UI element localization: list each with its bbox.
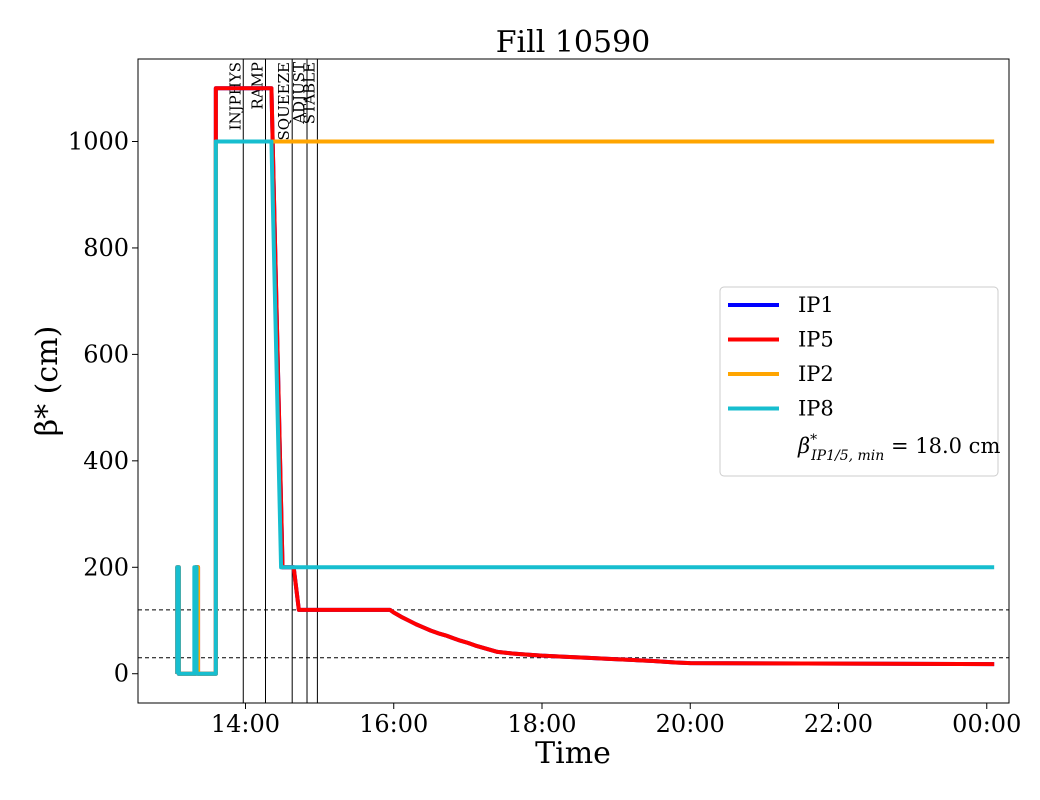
x-axis-label: Time <box>535 736 611 771</box>
x-tick-label: 00:00 <box>952 710 1021 738</box>
y-axis: 0 200 400 600 800 1000 <box>68 127 138 688</box>
x-tick-label: 22:00 <box>804 710 873 738</box>
x-tick-label: 18:00 <box>507 710 576 738</box>
y-tick-label: 200 <box>83 553 129 581</box>
y-tick-label: 600 <box>83 340 129 368</box>
phase-label-stable: STABLE <box>300 62 318 124</box>
legend: IP1 IP5 IP2 IP8 β* IP1/5, min = 18.0 cm <box>719 286 1000 477</box>
legend-label-ip1: IP1 <box>798 293 834 317</box>
series-line-ip8 <box>175 139 995 676</box>
legend-label-ip2: IP2 <box>798 362 834 386</box>
series-lines <box>175 86 995 676</box>
phase-label-squeeze: SQUEEZE <box>275 62 293 141</box>
legend-box <box>719 286 999 477</box>
phase-label-adjust: ADJUST <box>290 62 308 125</box>
legend-label-ip8: IP8 <box>798 397 834 421</box>
phase-label-ramp: RAMP <box>248 62 266 110</box>
legend-label-ip5: IP5 <box>798 328 834 352</box>
plot-frame <box>137 58 1010 704</box>
x-tick-label: 20:00 <box>656 710 725 738</box>
chart-title: Fill 10590 <box>496 25 651 60</box>
phase-label-injphys: INJPHYS <box>226 62 244 130</box>
x-tick-label: 14:00 <box>211 710 280 738</box>
y-axis-label: β* (cm) <box>30 326 65 437</box>
y-tick-label: 0 <box>114 660 129 688</box>
y-tick-label: 1000 <box>68 127 129 155</box>
legend-label-beta-min: β* IP1/5, min = 18.0 cm <box>797 432 1000 464</box>
y-tick-label: 800 <box>83 234 129 262</box>
y-tick-label: 400 <box>83 447 129 475</box>
x-tick-label: 16:00 <box>359 710 428 738</box>
x-axis: 14:00 16:00 18:00 20:00 22:00 00:00 <box>211 703 1021 738</box>
